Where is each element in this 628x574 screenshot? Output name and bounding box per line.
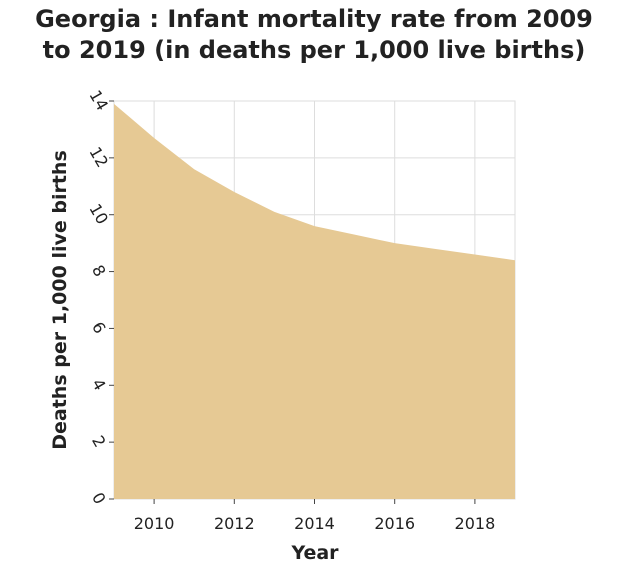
x-tick-label-2014: 2014 [294, 514, 335, 533]
x-tick-label-2012: 2012 [214, 514, 255, 533]
y-tick-label-12: 12 [85, 144, 112, 171]
chart-title-line-1: Georgia : Infant mortality rate from 200… [35, 5, 593, 33]
y-tick-label-4: 4 [88, 375, 110, 393]
y-tick-label-8: 8 [88, 262, 110, 280]
y-tick-label-10: 10 [85, 200, 112, 227]
chart-title: Georgia : Infant mortality rate from 200… [0, 4, 628, 66]
y-tick-label-14: 14 [85, 87, 112, 114]
chart-title-line-2: to 2019 (in deaths per 1,000 live births… [42, 36, 586, 64]
x-tick-label-2016: 2016 [374, 514, 415, 533]
y-tick-label-6: 6 [88, 319, 110, 337]
x-axis-title: Year [290, 542, 339, 564]
y-tick-label-2: 2 [88, 432, 110, 450]
y-axis-title: Deaths per 1,000 live births [49, 150, 71, 450]
y-tick-label-0: 0 [88, 489, 110, 507]
x-axis-ticks: 2010 2012 2014 2016 2018 [134, 499, 496, 533]
x-tick-label-2018: 2018 [455, 514, 496, 533]
x-tick-label-2010: 2010 [134, 514, 175, 533]
y-axis-ticks: 0 2 4 6 8 10 12 14 [85, 87, 114, 507]
area-series [114, 103, 515, 499]
